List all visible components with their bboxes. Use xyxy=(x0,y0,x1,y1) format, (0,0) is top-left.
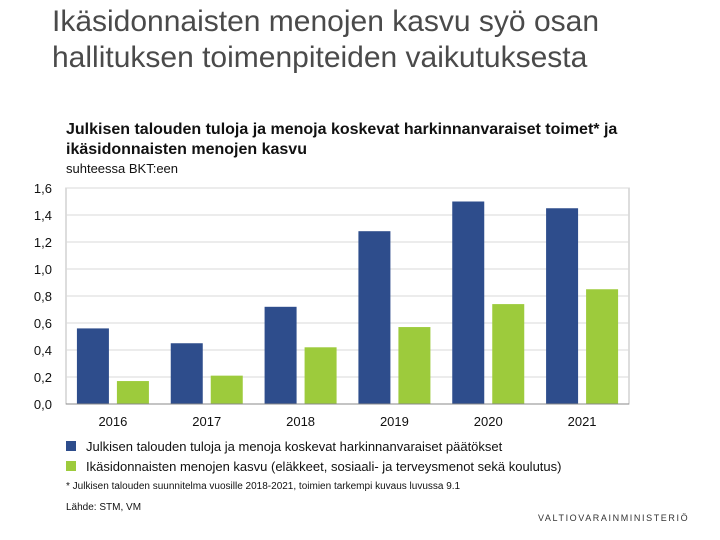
bar-decisions-2019 xyxy=(358,231,391,404)
bar-age-related-2016 xyxy=(116,381,149,404)
y-tick-label: 0,2 xyxy=(34,370,52,385)
y-tick-label: 1,2 xyxy=(34,235,52,250)
bar-decisions-2018 xyxy=(264,306,297,404)
legend-swatch-age-related xyxy=(66,461,76,471)
x-tick-label: 2021 xyxy=(568,414,597,429)
legend-item-decisions: Julkisen talouden tuloja ja menoja koske… xyxy=(66,436,561,456)
slide-title: Ikäsidonnaisten menojen kasvu syö osan h… xyxy=(52,5,600,74)
x-tick-label: 2016 xyxy=(98,414,127,429)
bar-decisions-2017 xyxy=(170,343,203,404)
bar-age-related-2017 xyxy=(210,375,243,404)
ministry-logo: VALTIOVARAINMINISTERIÖ xyxy=(538,513,690,523)
y-tick-label: 0,0 xyxy=(34,397,52,412)
y-tick-label: 0,8 xyxy=(34,289,52,304)
chart-subtitle: suhteessa BKT:een xyxy=(66,161,179,176)
chart-source: Lähde: STM, VM xyxy=(66,502,142,513)
bar-decisions-2016 xyxy=(76,328,109,404)
bar-age-related-2020 xyxy=(492,304,525,404)
x-tick-label: 2019 xyxy=(380,414,409,429)
bar-decisions-2021 xyxy=(546,208,579,404)
y-tick-label: 0,6 xyxy=(34,316,52,331)
y-tick-label: 1,0 xyxy=(34,262,52,277)
x-tick-label: 2017 xyxy=(192,414,221,429)
legend-item-age-related: Ikäsidonnaisten menojen kasvu (eläkkeet,… xyxy=(66,456,561,476)
chart-legend: Julkisen talouden tuloja ja menoja koske… xyxy=(66,436,561,476)
y-tick-label: 1,4 xyxy=(34,208,52,223)
legend-label-decisions: Julkisen talouden tuloja ja menoja koske… xyxy=(86,438,503,454)
legend-swatch-decisions xyxy=(66,441,76,451)
chart-title: Julkisen talouden tuloja ja menoja koske… xyxy=(66,121,618,158)
bar-age-related-2021 xyxy=(586,289,619,404)
chart-footnote: * Julkisen talouden suunnitelma vuosille… xyxy=(66,481,461,492)
x-tick-label: 2020 xyxy=(474,414,503,429)
bar-age-related-2018 xyxy=(304,347,337,404)
legend-label-age-related: Ikäsidonnaisten menojen kasvu (eläkkeet,… xyxy=(86,458,562,474)
bar-age-related-2019 xyxy=(398,327,431,404)
x-tick-label: 2018 xyxy=(286,414,315,429)
y-tick-label: 0,4 xyxy=(34,343,52,358)
bar-decisions-2020 xyxy=(452,201,485,404)
y-tick-label: 1,6 xyxy=(34,181,52,196)
